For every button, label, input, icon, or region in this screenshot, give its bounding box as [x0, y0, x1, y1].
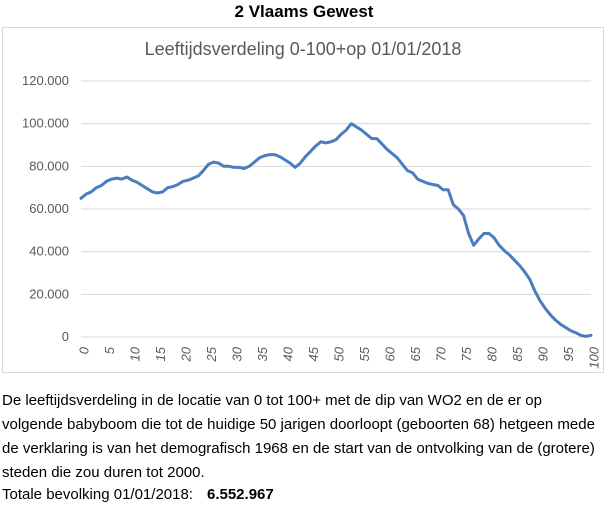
x-tick-label: 0 [76, 346, 91, 354]
x-tick-label: 60 [382, 346, 397, 361]
x-tick-label: 95 [561, 346, 576, 361]
y-tick-label: 20.000 [29, 286, 69, 301]
y-tick-label: 60.000 [29, 201, 69, 216]
chart-title: Leeftijdsverdeling 0-100+op 01/01/2018 [145, 39, 462, 59]
y-tick-label: 0 [62, 329, 69, 344]
chart-container: Leeftijdsverdeling 0-100+op 01/01/2018 0… [2, 27, 604, 373]
y-tick-label: 100.000 [22, 116, 69, 131]
y-tick-label: 80.000 [29, 158, 69, 173]
y-tick-label: 120.000 [22, 73, 69, 88]
description-text: De leeftijdsverdeling in de locatie van … [2, 389, 606, 485]
x-tick-label: 20 [178, 346, 193, 362]
x-tick-label: 80 [484, 346, 499, 361]
x-tick-label: 30 [229, 346, 244, 361]
x-tick-label: 35 [255, 346, 270, 361]
x-tick-label: 25 [204, 346, 219, 362]
line-chart: Leeftijdsverdeling 0-100+op 01/01/2018 0… [22, 39, 601, 369]
x-tick-label: 10 [127, 346, 142, 361]
x-tick-label: 70 [433, 346, 448, 361]
description-paragraph: De leeftijdsverdeling in de locatie van … [2, 392, 595, 481]
x-tick-label: 5 [102, 346, 117, 354]
x-tick-label: 50 [331, 346, 346, 361]
total-population-value: 6.552.967 [206, 486, 274, 503]
page-heading: 2 Vlaams Gewest [234, 2, 374, 21]
total-population: Totale bevolking 01/01/2018: 6.552.967 [2, 485, 274, 505]
y-tick-label: 40.000 [29, 244, 69, 259]
x-tick-label: 40 [280, 346, 295, 361]
x-tick-label: 15 [153, 346, 168, 361]
total-population-label: Totale bevolking 01/01/2018: [2, 486, 193, 503]
x-tick-label: 75 [459, 346, 474, 361]
x-tick-label: 100 [586, 346, 601, 368]
x-tick-label: 90 [535, 346, 550, 361]
series-line [79, 122, 593, 338]
x-tick-label: 65 [408, 346, 423, 361]
x-tick-label: 55 [357, 346, 372, 361]
x-tick-label: 45 [306, 346, 321, 361]
x-tick-label: 85 [510, 346, 525, 361]
